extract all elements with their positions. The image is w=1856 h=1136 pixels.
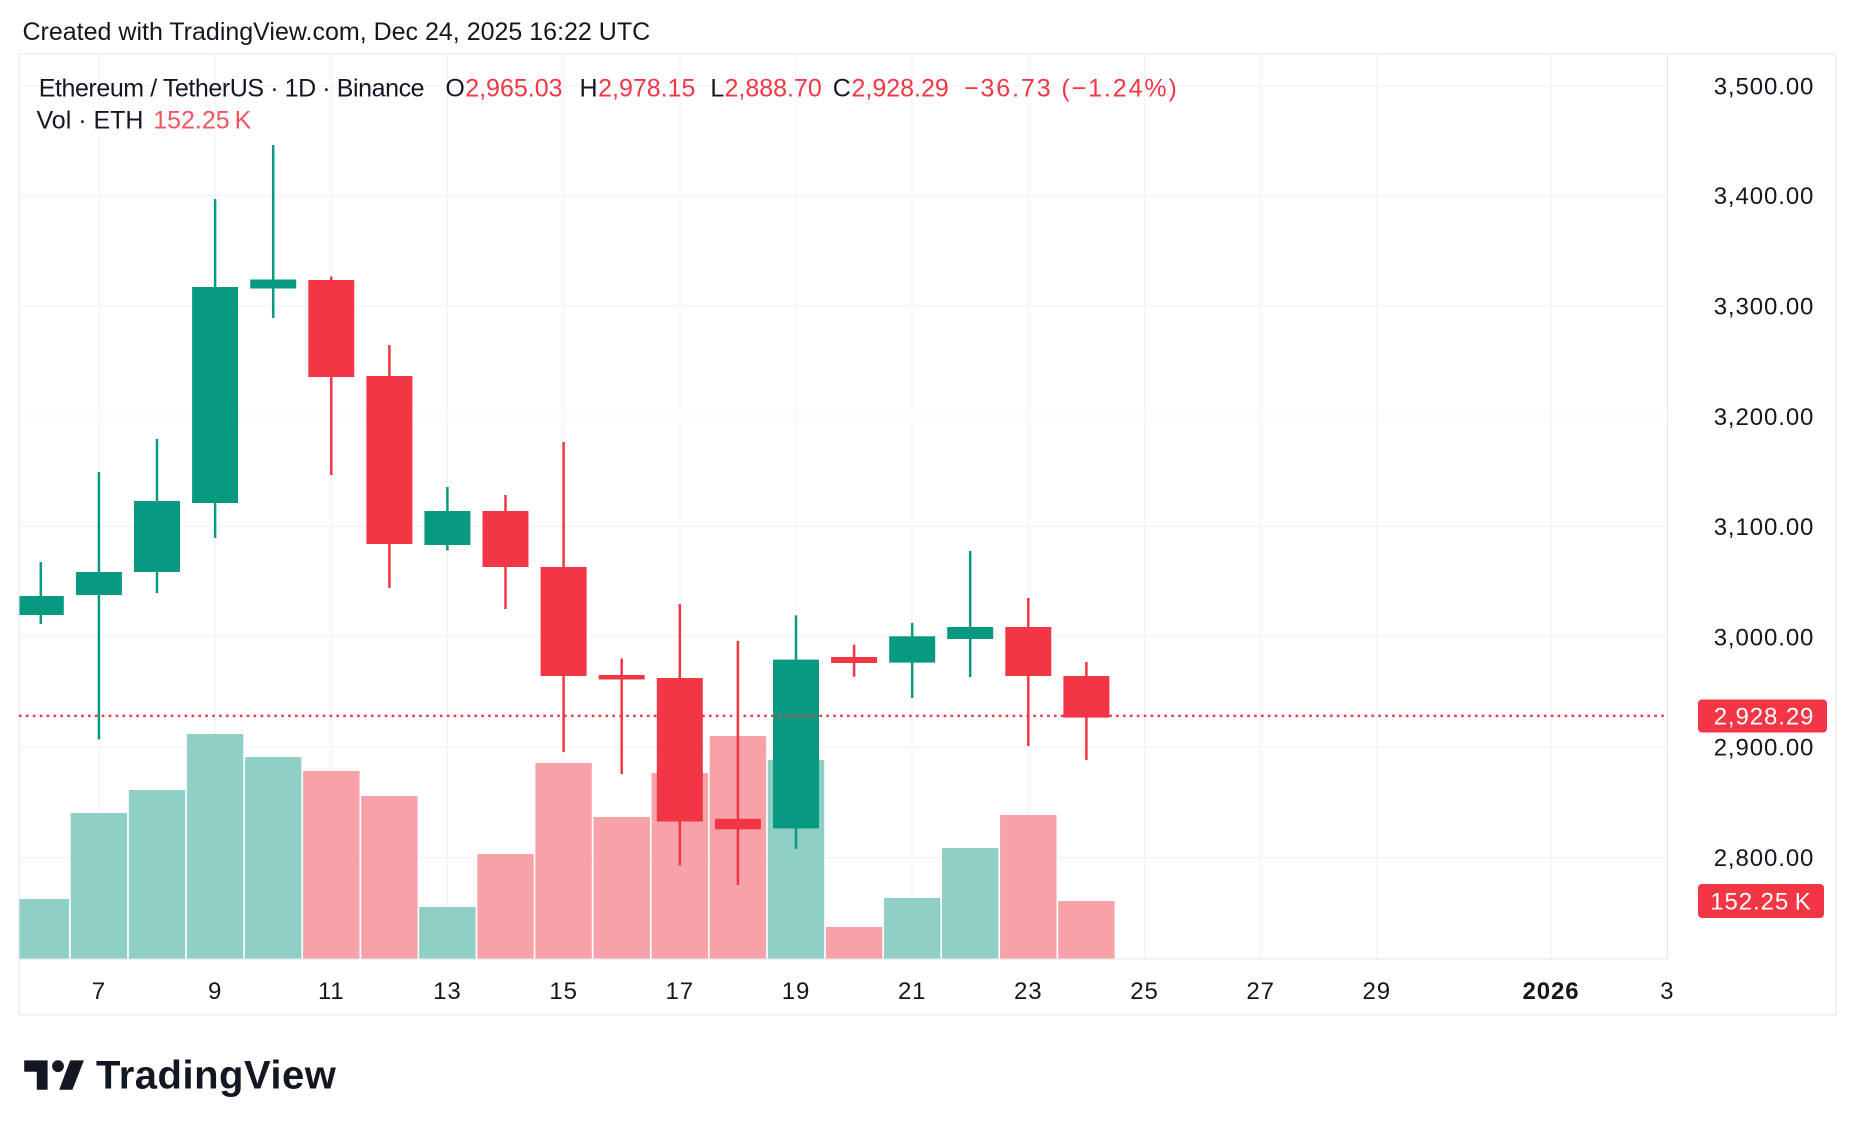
svg-text:3: 3 [1660,978,1674,1005]
svg-text:9: 9 [208,978,222,1005]
svg-text:H: H [580,74,598,102]
svg-text:19: 19 [782,978,811,1005]
svg-text:TradingView: TradingView [96,1054,337,1098]
svg-text:2026: 2026 [1523,978,1580,1005]
svg-text:3,200.00: 3,200.00 [1714,404,1815,431]
svg-text:7: 7 [92,978,106,1005]
svg-text:13: 13 [433,978,462,1005]
svg-text:L: L [710,74,724,102]
svg-text:2,888.70: 2,888.70 [725,74,822,102]
svg-text:3,100.00: 3,100.00 [1714,514,1815,541]
svg-text:−36.73 (−1.24%): −36.73 (−1.24%) [964,74,1179,102]
svg-text:3,000.00: 3,000.00 [1714,624,1815,651]
svg-text:2,800.00: 2,800.00 [1714,845,1815,872]
svg-text:2,965.03: 2,965.03 [465,74,562,102]
svg-text:23: 23 [1014,978,1043,1005]
svg-text:2,928.29: 2,928.29 [1714,704,1815,731]
svg-text:21: 21 [898,978,927,1005]
svg-text:152.25 K: 152.25 K [153,106,251,134]
svg-text:3,400.00: 3,400.00 [1714,183,1815,210]
svg-text:O: O [445,74,464,102]
svg-text:152.25 K: 152.25 K [1710,889,1811,916]
svg-text:2,978.15: 2,978.15 [598,74,695,102]
svg-text:Vol · ETH: Vol · ETH [37,106,144,134]
svg-text:25: 25 [1130,978,1159,1005]
svg-text:3,300.00: 3,300.00 [1714,294,1815,321]
svg-text:C: C [833,74,851,102]
svg-text:2,928.29: 2,928.29 [852,74,949,102]
svg-text:3,500.00: 3,500.00 [1714,74,1815,101]
svg-text:2,900.00: 2,900.00 [1714,735,1815,762]
svg-text:27: 27 [1246,978,1275,1005]
svg-text:11: 11 [318,978,345,1005]
svg-text:29: 29 [1363,978,1392,1005]
svg-text:Created with TradingView.com,: Created with TradingView.com, Dec 24, 20… [23,18,651,46]
svg-text:15: 15 [549,978,578,1005]
svg-text:17: 17 [666,978,695,1005]
svg-text:Ethereum / TetherUS · 1D · Bin: Ethereum / TetherUS · 1D · Binance [39,74,424,102]
